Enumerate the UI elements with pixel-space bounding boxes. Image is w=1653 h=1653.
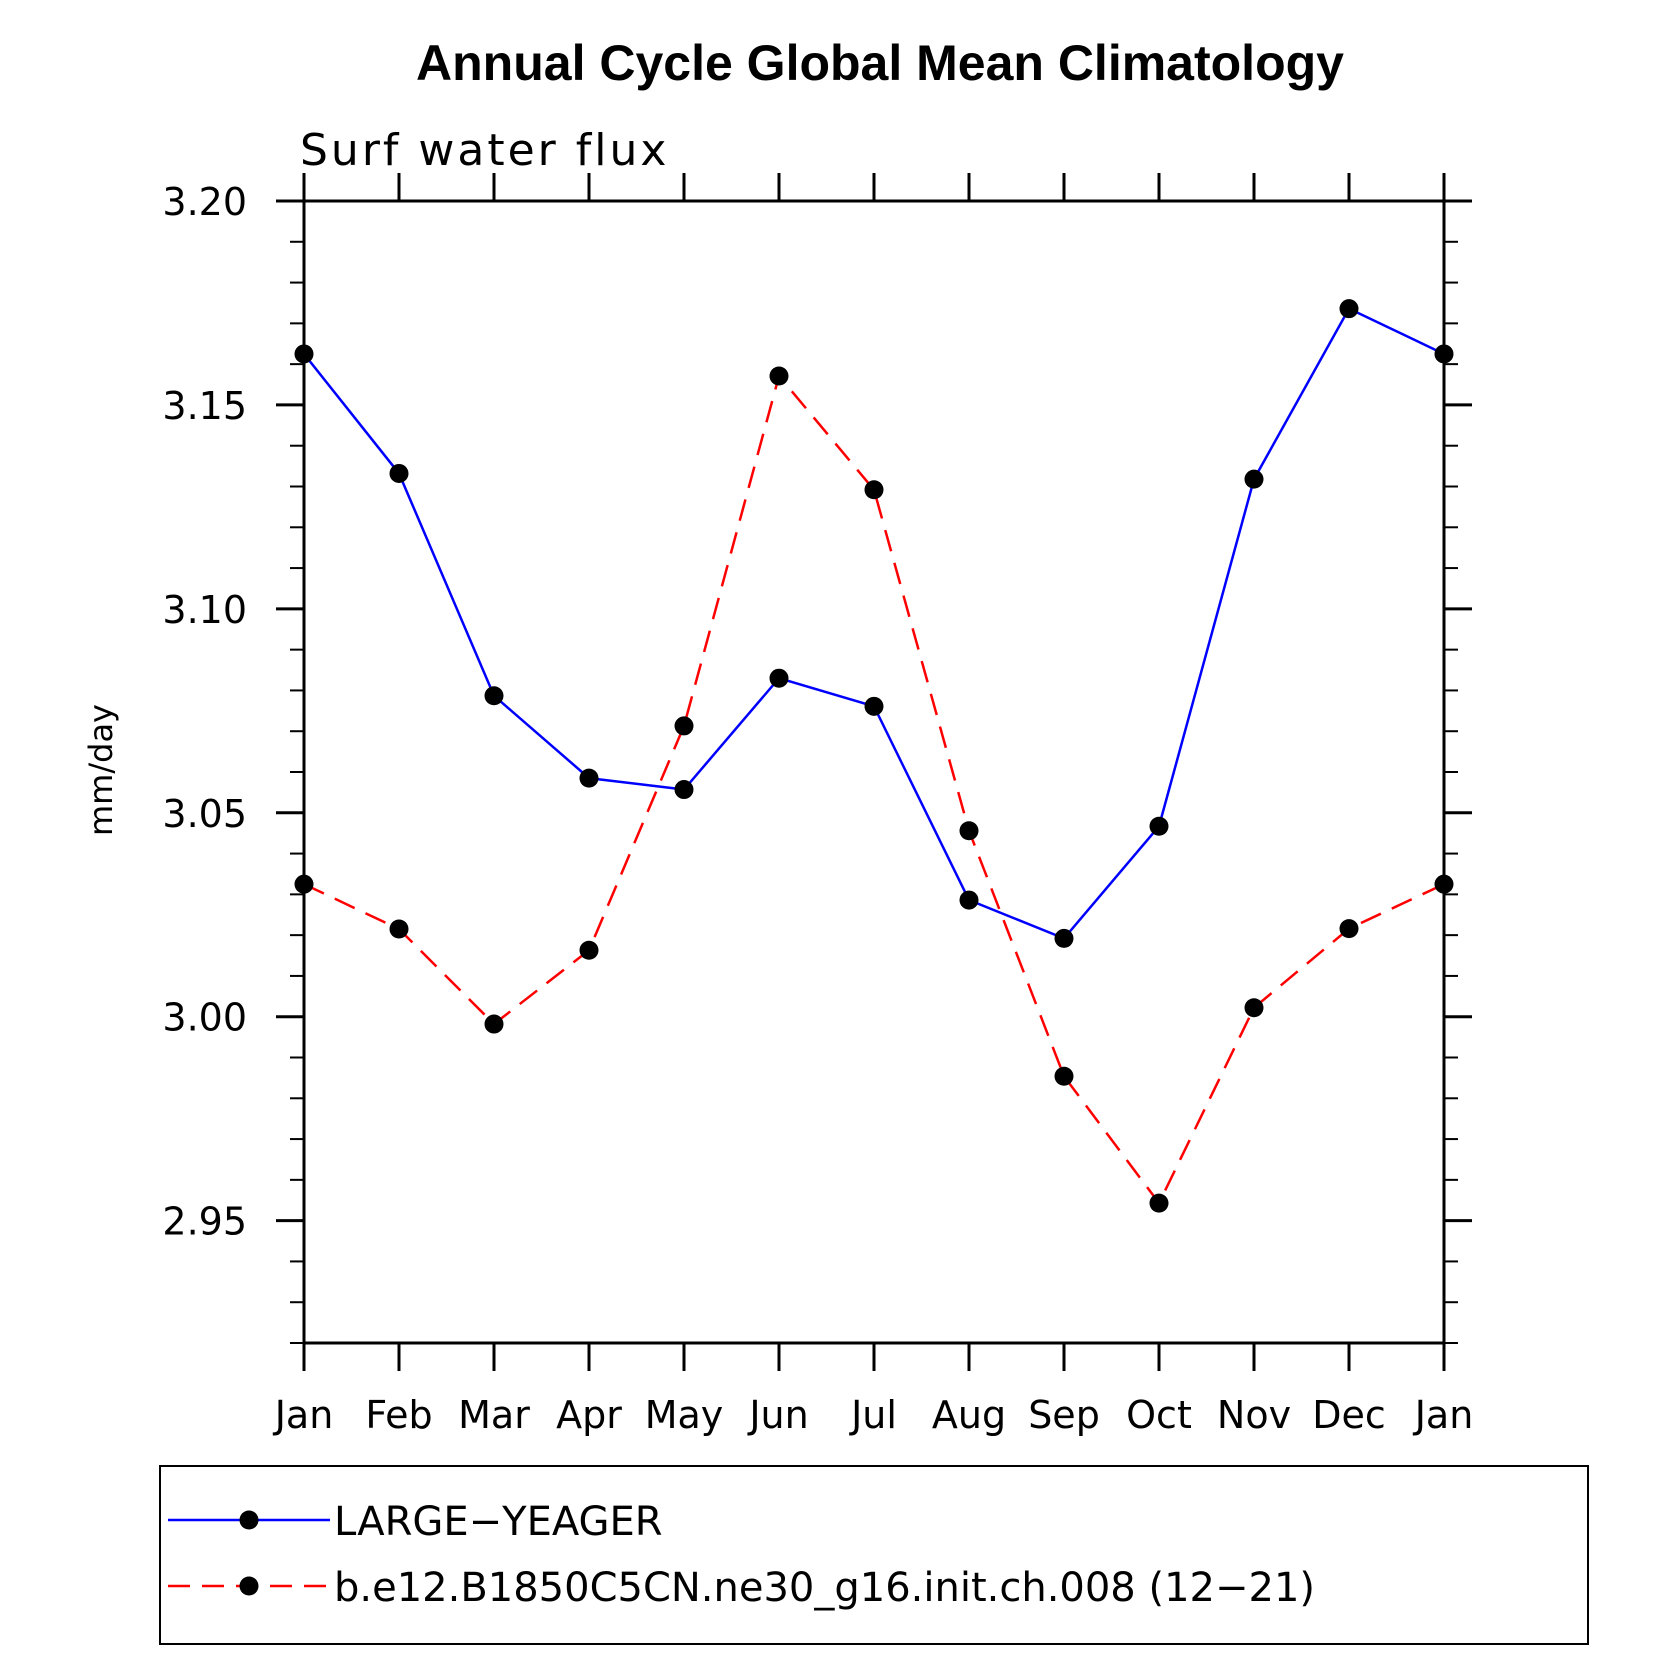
data-point [864,696,884,716]
data-point [1434,874,1454,894]
data-point [769,366,789,386]
data-point [389,463,409,483]
data-point [1054,1066,1074,1086]
legend-box [159,1465,1589,1645]
data-point [674,780,694,800]
y-tick-label: 2.95 [162,1200,247,1244]
series-layer [294,299,1454,1213]
x-tick-label: May [645,1393,724,1437]
data-point [1339,299,1359,319]
plot-frame [302,199,1446,1345]
x-tick-label: Feb [365,1393,432,1437]
y-tick-label: 3.05 [162,792,247,836]
y-tick-label: 3.10 [162,588,247,632]
legend: LARGE−YEAGER b.e12.B1850C5CN.ne30_g16.ini… [168,1499,1315,1611]
data-point [959,890,979,910]
x-tick-label: Apr [556,1393,622,1437]
data-point [579,940,599,960]
x-tick-label: Jul [849,1393,897,1437]
y-tick-label: 3.20 [162,180,247,224]
data-point [1434,344,1454,364]
data-point [294,874,314,894]
data-point [389,919,409,939]
data-point [1149,1193,1169,1213]
data-point [1339,919,1359,939]
x-tick-label: Jan [273,1393,334,1437]
x-tick-label: Jan [1413,1393,1474,1437]
x-tick-label: Sep [1028,1393,1100,1437]
data-point [769,668,789,688]
chart-title: Annual Cycle Global Mean Climatology [416,35,1344,91]
y-axis-label: mm/day [82,704,120,836]
x-tick-label: Aug [932,1393,1006,1437]
x-tick-label: Dec [1312,1393,1386,1437]
legend-marker [239,1576,259,1596]
x-tick-label: Oct [1126,1393,1192,1437]
data-point [484,686,504,706]
series-line [303,307,1445,940]
chart-subtitle: Surf water flux [300,125,669,176]
y-tick-label: 3.00 [162,996,247,1040]
data-point [1149,816,1169,836]
legend-label: b.e12.B1850C5CN.ne30_g16.init.ch.008 (12… [334,1565,1315,1611]
data-point [674,716,694,736]
data-point [1244,469,1264,489]
data-point [579,768,599,788]
x-tick-label: Mar [458,1393,530,1437]
data-point [959,821,979,841]
legend-marker [239,1510,259,1530]
x-tick-label: Nov [1217,1393,1291,1437]
data-point [864,480,884,500]
y-tick-label: 3.15 [162,384,247,428]
data-point [294,344,314,364]
data-point [1244,998,1264,1018]
legend-label: LARGE−YEAGER [334,1499,663,1545]
axes: Jan Feb Mar Apr May Jun Jul Aug Sep Oct Nov Dec Jan 2… [162,173,1473,1437]
x-tick-label: Jun [747,1393,808,1437]
data-point [484,1014,504,1034]
series-line [303,373,1445,1206]
data-point [1054,928,1074,948]
